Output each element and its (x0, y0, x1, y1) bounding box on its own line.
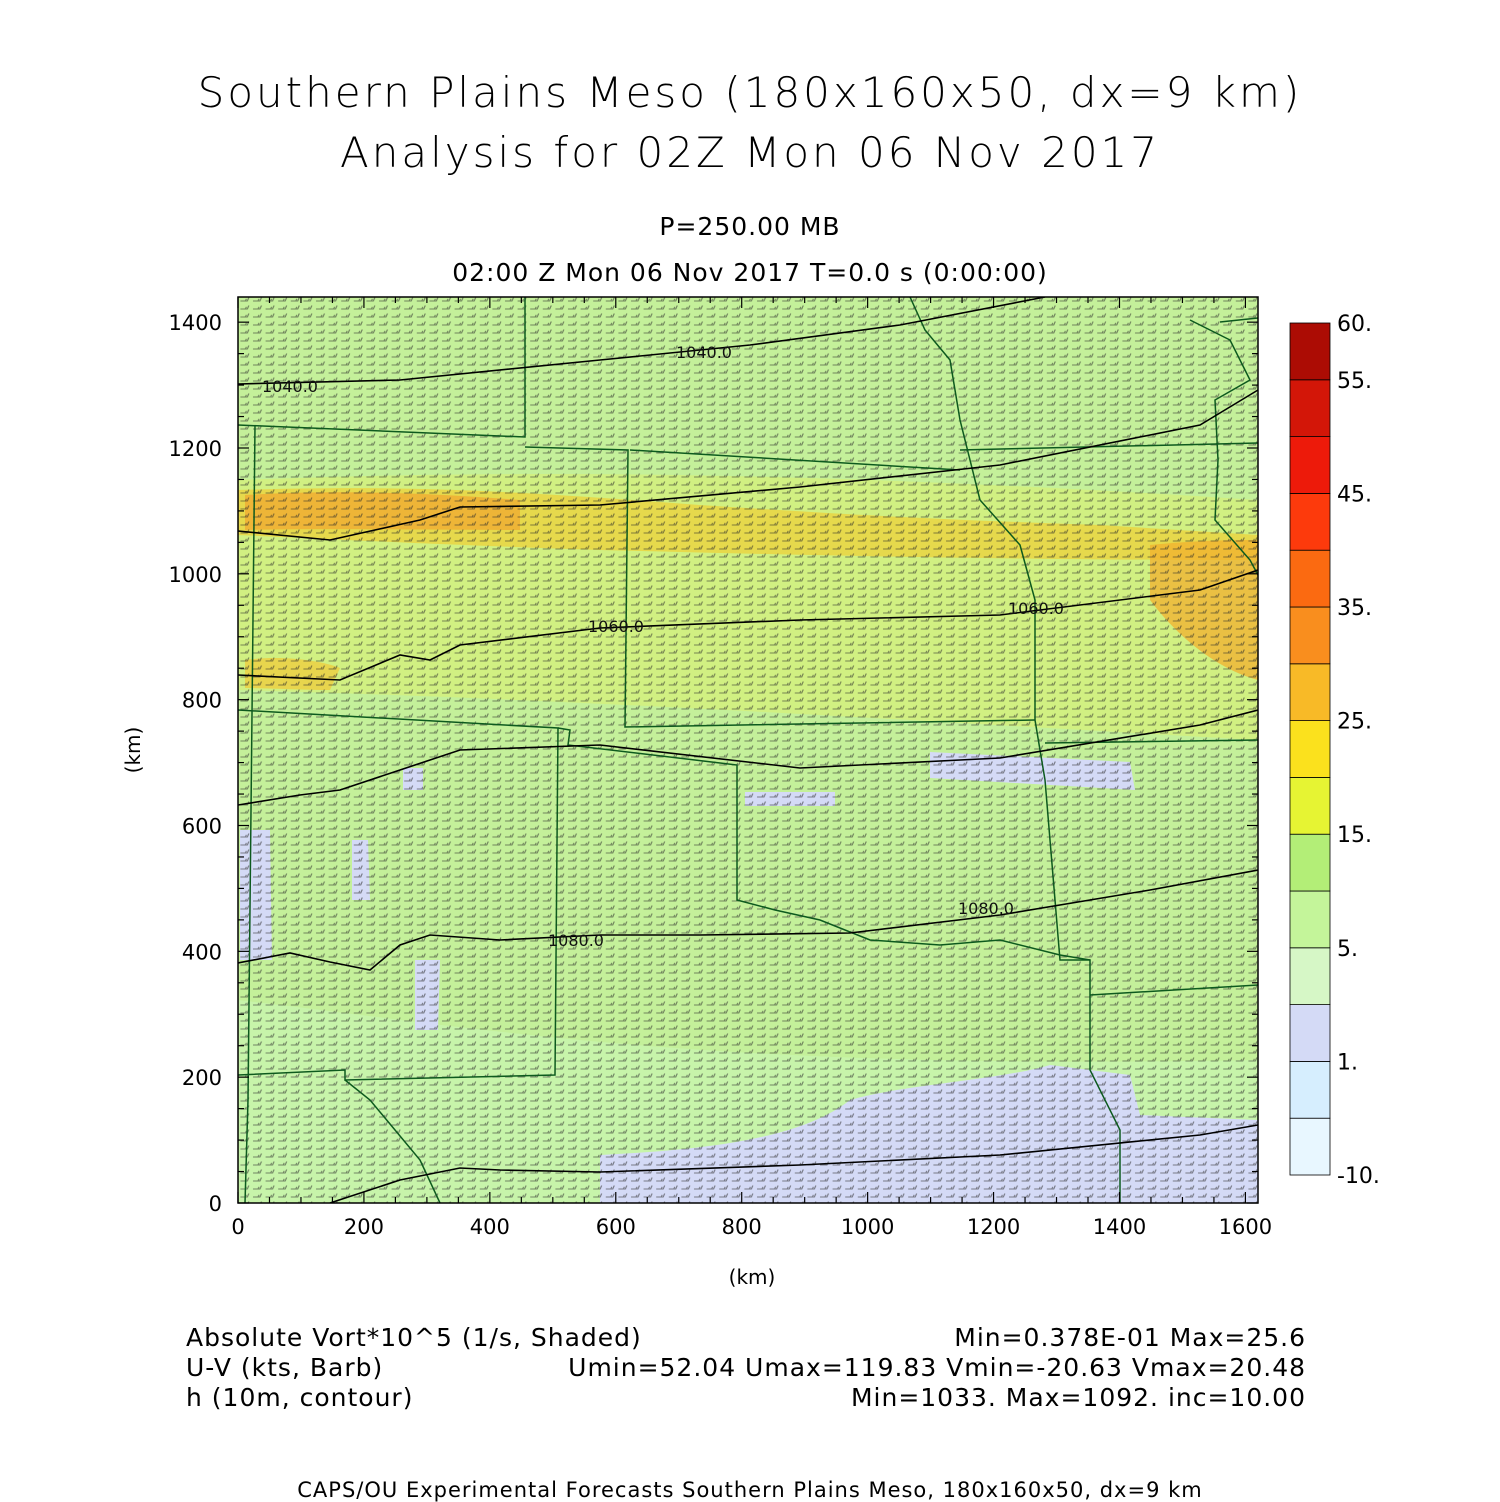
x-axis: 0 200 400 600 800 1000 1200 1400 1600 (231, 297, 1272, 1239)
legend-field-2: U-V (kts, Barb) (186, 1353, 384, 1382)
colorbar-segment (1289, 1117, 1331, 1176)
time-label: 02:00 Z Mon 06 Nov 2017 T=0.0 s (0:00:00… (452, 258, 1048, 287)
contour-label: 1040.0 (676, 343, 732, 362)
legend-field-3: h (10m, contour) (186, 1383, 414, 1412)
x-tick-label: 1400 (1093, 1215, 1146, 1239)
contour-label: 1080.0 (958, 899, 1014, 918)
colorbar-label: 45. (1337, 482, 1372, 507)
colorbar-label: 35. (1337, 596, 1372, 621)
height-contours (238, 297, 1258, 1203)
y-tick-label: 0 (209, 1192, 222, 1216)
colorbar-label: 60. (1337, 312, 1372, 337)
contour-label: 1040.0 (262, 377, 318, 396)
contour-labels: 1040.0 1040.0 1060.0 1060.0 1080.0 1080.… (262, 343, 1064, 950)
legend-field-1-stats: Min=0.378E-01 Max=25.6 (954, 1323, 1306, 1352)
colorbar-segment (1289, 549, 1331, 608)
colorbar-label: 55. (1337, 369, 1372, 394)
x-tick-label: 0 (231, 1215, 244, 1239)
plot-area: 1040.0 1040.0 1060.0 1060.0 1080.0 1080.… (238, 297, 1258, 1203)
contour-label: 1080.0 (548, 931, 604, 950)
colorbar-segment (1289, 492, 1331, 551)
y-axis: 0 200 400 600 800 1000 1200 1400 (169, 311, 1258, 1216)
x-tick-label: 1200 (967, 1215, 1020, 1239)
colorbar-label: 1. (1337, 1050, 1358, 1075)
legend-field-1: Absolute Vort*10^5 (1/s, Shaded) (186, 1323, 642, 1352)
colorbar-segment (1289, 436, 1331, 494)
x-tick-label: 1600 (1219, 1215, 1272, 1239)
colorbar-label: 5. (1337, 937, 1358, 962)
y-tick-label: 200 (182, 1066, 222, 1090)
x-tick-label: 1000 (841, 1215, 894, 1239)
y-tick-label: 800 (182, 689, 222, 713)
contour-label: 1060.0 (1008, 599, 1064, 618)
y-tick-label: 400 (182, 940, 222, 964)
y-tick-label: 1200 (169, 437, 222, 461)
colorbar: -10. 1. 5. 15. 25. 35. 45. 55. 60. (1289, 312, 1380, 1189)
x-tick-label: 800 (722, 1215, 762, 1239)
x-tick-label: 200 (344, 1215, 384, 1239)
colorbar-segment (1289, 663, 1331, 721)
x-tick-label: 400 (470, 1215, 510, 1239)
colorbar-segment (1289, 947, 1331, 1005)
state-boundaries (238, 297, 1258, 1203)
colorbar-segment (1289, 1004, 1331, 1062)
colorbar-segment (1289, 1061, 1331, 1119)
colorbar-segment (1289, 777, 1331, 835)
colorbar-segment (1289, 379, 1331, 437)
level-label: P=250.00 MB (659, 212, 841, 241)
colorbar-segment (1289, 322, 1331, 381)
title-line-1: Southern Plains Meso (180x160x50, dx=9 k… (197, 68, 1303, 117)
wind-barb-field (238, 297, 1258, 1203)
plot-frame (237, 296, 1259, 1204)
legend-field-3-stats: Min=1033. Max=1092. inc=10.00 (850, 1383, 1306, 1412)
colorbar-label: 25. (1337, 710, 1372, 735)
footer-credit: CAPS/OU Experimental Forecasts Southern … (297, 1478, 1203, 1502)
colorbar-segment (1289, 833, 1331, 892)
contour-label: 1060.0 (588, 617, 644, 636)
colorbar-label: -10. (1337, 1164, 1380, 1189)
y-tick-label: 600 (182, 815, 222, 839)
y-tick-label: 1000 (169, 563, 222, 587)
title-line-2: Analysis for 02Z Mon 06 Nov 2017 (340, 128, 1160, 177)
x-tick-label: 600 (596, 1215, 636, 1239)
legend-field-2-stats: Umin=52.04 Umax=119.83 Vmin=-20.63 Vmax=… (568, 1353, 1306, 1382)
colorbar-label: 15. (1337, 823, 1372, 848)
y-tick-label: 1400 (169, 311, 222, 335)
colorbar-segment (1289, 720, 1331, 778)
colorbar-segment (1289, 606, 1331, 665)
x-axis-label: (km) (729, 1265, 776, 1289)
colorbar-segment (1289, 890, 1331, 949)
y-axis-label: (km) (121, 727, 145, 774)
